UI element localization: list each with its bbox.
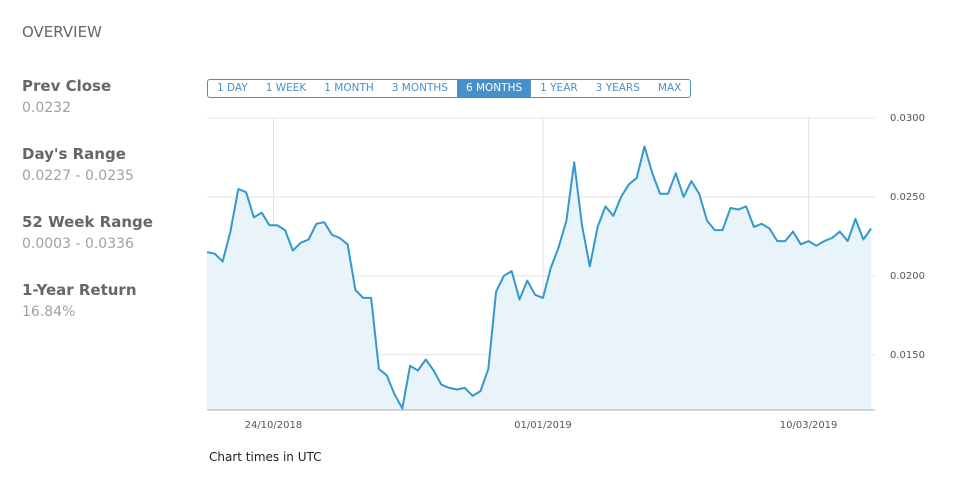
y-tick-label: 0.0250 bbox=[890, 192, 925, 203]
stat-value: 16.84% bbox=[22, 304, 76, 320]
stat-value: 0.0003 - 0.0336 bbox=[22, 236, 134, 252]
y-tick-label: 0.0150 bbox=[890, 350, 925, 361]
x-tick-label: 01/01/2019 bbox=[514, 420, 572, 431]
stat: Day's Range 0.0227 - 0.0235 bbox=[22, 145, 134, 184]
stat-value: 0.0227 - 0.0235 bbox=[22, 168, 134, 184]
footnote: Chart times in UTC bbox=[209, 450, 322, 464]
stat: 1-Year Return 16.84% bbox=[22, 281, 137, 320]
overview-title: OVERVIEW bbox=[22, 23, 102, 41]
range-button[interactable]: 1 WEEK bbox=[265, 82, 307, 94]
range-button[interactable]: MAX bbox=[657, 82, 682, 94]
stat-value: 0.0232 bbox=[22, 100, 71, 116]
stat-label: 1-Year Return bbox=[22, 281, 137, 299]
range-button[interactable]: 1 DAY bbox=[217, 82, 248, 94]
range-button[interactable]: 3 MONTHS bbox=[391, 82, 448, 94]
price-line bbox=[206, 145, 872, 410]
stat-label: Day's Range bbox=[22, 145, 126, 163]
range-button[interactable]: 1 YEAR bbox=[540, 82, 578, 94]
stat: 52 Week Range 0.0003 - 0.0336 bbox=[22, 213, 153, 252]
stat: Prev Close 0.0232 bbox=[22, 77, 111, 116]
area-fill bbox=[207, 146, 872, 410]
y-tick-label: 0.0200 bbox=[890, 271, 925, 282]
range-button[interactable]: 1 MONTH bbox=[324, 82, 374, 94]
x-tick-label: 10/03/2019 bbox=[780, 420, 838, 431]
range-button[interactable]: 3 YEARS bbox=[595, 82, 640, 94]
stat-label: Prev Close bbox=[22, 77, 112, 95]
stat-label: 52 Week Range bbox=[22, 213, 153, 231]
x-tick-label: 24/10/2018 bbox=[245, 420, 303, 431]
range-selector: 1 DAY 1 WEEK 1 MONTH 3 MONTHS 6 MONTHS 1 YEAR… bbox=[207, 79, 692, 98]
y-tick-label: 0.0300 bbox=[890, 113, 925, 124]
range-button[interactable]: 6 MONTHS bbox=[456, 80, 532, 97]
